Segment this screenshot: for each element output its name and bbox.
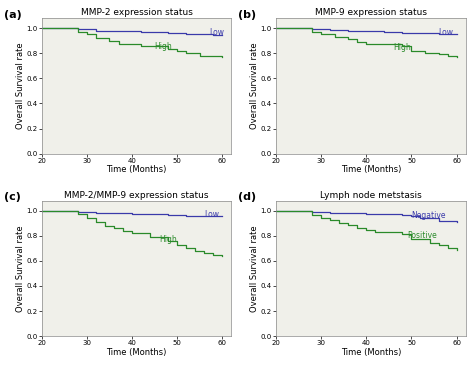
- Text: Low: Low: [204, 210, 219, 219]
- Text: High: High: [393, 43, 411, 52]
- Text: (a): (a): [4, 10, 21, 20]
- Text: (c): (c): [4, 192, 21, 203]
- Title: MMP-2/MMP-9 expression status: MMP-2/MMP-9 expression status: [64, 191, 209, 200]
- Y-axis label: Overall Survival rate: Overall Survival rate: [250, 225, 259, 312]
- Text: High: High: [155, 42, 173, 51]
- Text: Positive: Positive: [407, 231, 437, 240]
- Title: MMP-9 expression status: MMP-9 expression status: [315, 8, 427, 17]
- Y-axis label: Overall Survival rate: Overall Survival rate: [250, 43, 259, 129]
- Text: High: High: [159, 235, 177, 244]
- Text: (d): (d): [238, 192, 256, 203]
- X-axis label: Time (Months): Time (Months): [106, 348, 167, 357]
- Title: Lymph node metstasis: Lymph node metstasis: [320, 191, 422, 200]
- Title: MMP-2 expression status: MMP-2 expression status: [81, 8, 192, 17]
- X-axis label: Time (Months): Time (Months): [341, 348, 401, 357]
- Text: Low: Low: [438, 28, 454, 37]
- X-axis label: Time (Months): Time (Months): [341, 165, 401, 174]
- Text: Negative: Negative: [411, 211, 446, 219]
- Y-axis label: Overall Survival rate: Overall Survival rate: [16, 225, 25, 312]
- Text: (b): (b): [238, 10, 256, 20]
- Text: Low: Low: [209, 28, 224, 37]
- Y-axis label: Overall Survival rate: Overall Survival rate: [16, 43, 25, 129]
- X-axis label: Time (Months): Time (Months): [106, 165, 167, 174]
